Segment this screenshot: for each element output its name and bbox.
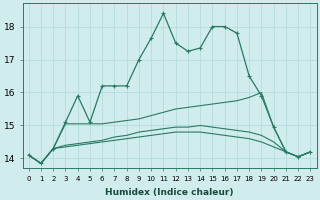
X-axis label: Humidex (Indice chaleur): Humidex (Indice chaleur): [105, 188, 234, 197]
